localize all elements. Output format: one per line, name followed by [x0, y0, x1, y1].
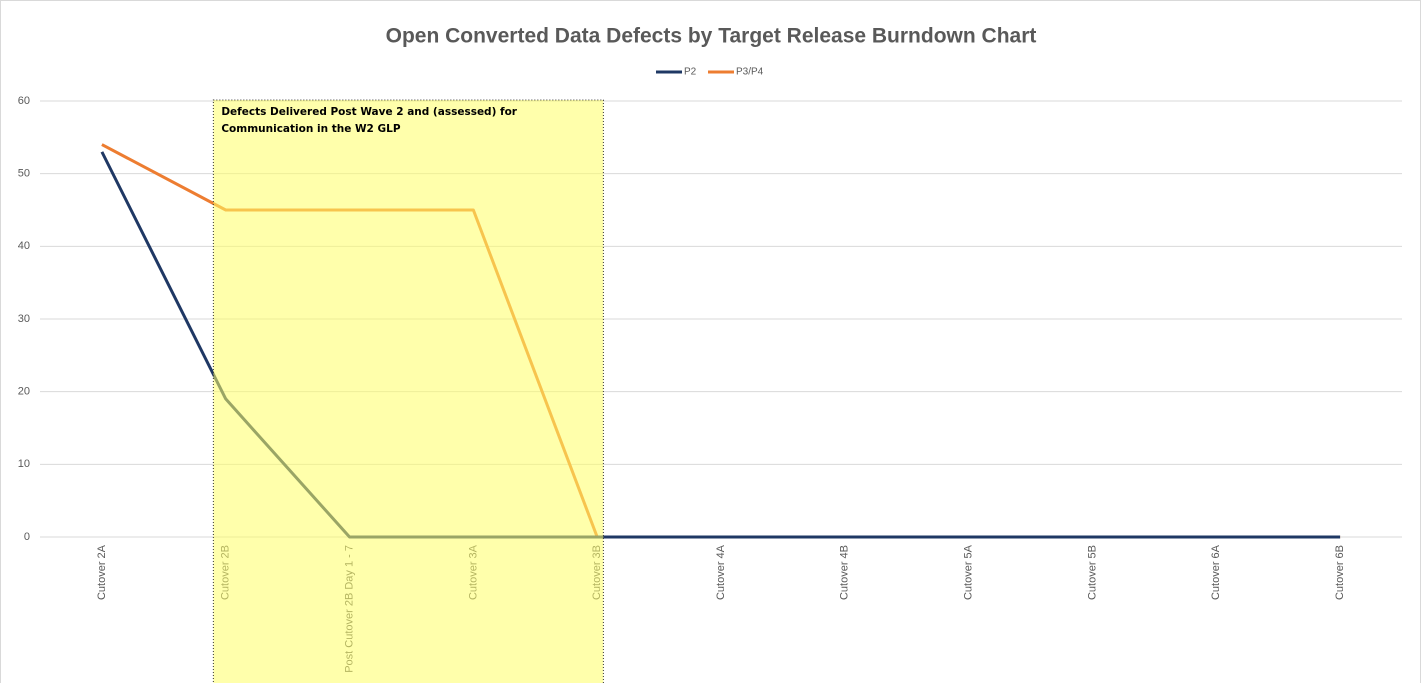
legend-label: P2	[684, 67, 697, 78]
y-tick-label: 40	[18, 240, 30, 252]
x-tick-label: Cutover 4B	[839, 545, 851, 600]
annotation: Defects Delivered Post Wave 2 and (asses…	[221, 106, 517, 135]
y-tick-label: 10	[18, 458, 30, 470]
y-tick-label: 30	[18, 313, 30, 325]
annotation-box: Defects Delivered Post Wave 2 and (asses…	[221, 106, 517, 135]
x-tick-label: Cutover 5A	[963, 544, 975, 600]
highlight-box	[212, 99, 604, 683]
x-tick-label: Cutover 6A	[1210, 544, 1222, 600]
x-tick-label: Cutover 4A	[715, 544, 727, 600]
x-tick-label: Cutover 6B	[1334, 545, 1346, 600]
y-tick-label: 60	[18, 95, 30, 107]
y-tick-label: 50	[18, 168, 30, 180]
legend-label: P3/P4	[736, 67, 764, 78]
x-tick-label: Cutover 2A	[96, 544, 108, 600]
y-tick-label: 0	[24, 531, 30, 543]
x-tick-label: Cutover 5B	[1086, 545, 1098, 600]
y-tick-label: 20	[18, 386, 30, 398]
chart-title: Open Converted Data Defects by Target Re…	[386, 25, 1037, 48]
